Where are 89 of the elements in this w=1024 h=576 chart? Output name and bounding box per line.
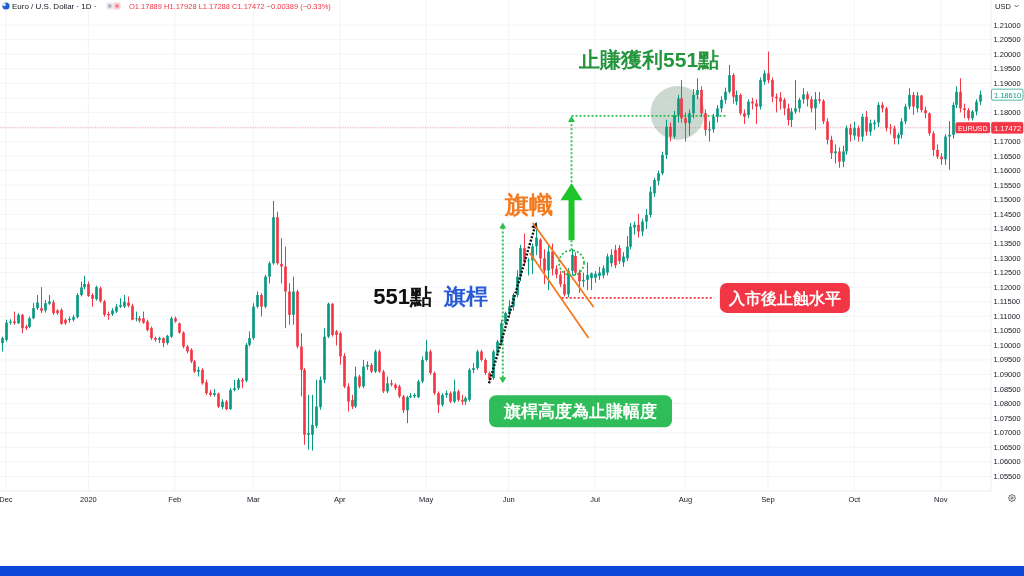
candlestick xyxy=(739,92,742,116)
candlestick xyxy=(822,98,825,125)
candlestick xyxy=(928,111,931,137)
candlestick xyxy=(700,85,703,118)
candlestick xyxy=(645,208,648,230)
annotation: 旗桿高度為止賺幅度 xyxy=(503,401,658,421)
candlestick xyxy=(747,98,750,119)
candlestick xyxy=(728,64,731,94)
candlestick xyxy=(476,349,479,371)
candlestick xyxy=(437,390,440,414)
candlestick xyxy=(374,349,377,374)
candlestick xyxy=(618,244,621,265)
candlestick xyxy=(567,267,570,298)
candlestick xyxy=(292,276,295,326)
candlestick xyxy=(586,261,589,291)
candlestick xyxy=(347,382,350,412)
candlestick xyxy=(362,359,365,389)
candlestick xyxy=(260,292,263,318)
candlestick xyxy=(908,87,911,110)
candlestick xyxy=(794,79,797,115)
candlestick xyxy=(708,120,711,143)
candlestick xyxy=(76,292,79,319)
candlestick xyxy=(861,113,864,143)
candlestick xyxy=(916,91,919,113)
candlestick xyxy=(417,379,420,399)
candlestick xyxy=(944,133,947,166)
candlestick xyxy=(425,339,428,362)
candlestick xyxy=(563,270,566,297)
candlestick xyxy=(673,110,676,140)
candlestick xyxy=(307,394,310,451)
candlestick xyxy=(606,253,609,276)
candlestick xyxy=(429,349,432,376)
candlestick xyxy=(904,103,907,125)
chart-title: Euro / U.S. Dollar · 1D · xyxy=(12,1,97,11)
candlestick xyxy=(406,395,409,424)
candlestick xyxy=(877,101,880,128)
candlestick xyxy=(948,120,951,171)
candlestick xyxy=(755,98,758,125)
annotation: 551點 xyxy=(373,284,433,310)
candlestick xyxy=(21,313,24,334)
candlestick xyxy=(614,244,617,269)
candlestick xyxy=(912,91,915,116)
candlestick xyxy=(830,135,833,160)
candlestick xyxy=(688,109,691,137)
annotation: 旗幟 xyxy=(504,191,554,219)
candlestick xyxy=(421,355,424,384)
candlestick xyxy=(433,371,436,396)
ref-line-label: 入市後止蝕水平 xyxy=(727,289,841,307)
candlestick xyxy=(5,319,8,343)
candlestick xyxy=(574,251,577,276)
candlestick xyxy=(900,117,903,140)
candlestick xyxy=(692,88,695,119)
candlestick xyxy=(932,130,935,157)
candlestick xyxy=(268,261,271,284)
candlestick xyxy=(535,221,538,256)
candlestick xyxy=(767,51,770,84)
candlestick xyxy=(378,349,381,374)
candlestick xyxy=(959,77,962,113)
candlestick xyxy=(696,77,699,100)
candlestick xyxy=(288,282,291,326)
annotation: 旗桿 xyxy=(443,284,489,310)
candlestick xyxy=(551,242,554,276)
candlestick xyxy=(853,121,856,141)
candlestick xyxy=(339,330,342,366)
candlestick xyxy=(814,91,817,131)
ref-line-label: 止賺獲利551點 xyxy=(578,47,720,71)
candlestick xyxy=(170,316,173,339)
candlestick xyxy=(523,233,526,266)
candlestick xyxy=(680,79,683,124)
candlestick xyxy=(539,237,542,268)
candlestick xyxy=(661,151,664,176)
candlestick xyxy=(834,143,837,164)
candlestick xyxy=(578,269,581,294)
candlestick xyxy=(402,394,405,414)
candlestick xyxy=(712,113,715,134)
candlestick xyxy=(453,379,456,404)
candlestick xyxy=(771,76,774,103)
candlestick xyxy=(382,369,385,394)
candlestick xyxy=(571,248,574,276)
candlestick xyxy=(547,244,550,291)
candlestick xyxy=(311,394,314,452)
candlestick xyxy=(790,107,793,128)
candlestick xyxy=(637,213,640,239)
candlestick xyxy=(40,286,43,314)
candlestick xyxy=(527,257,530,276)
candlestick xyxy=(838,146,841,169)
candlestick xyxy=(543,248,546,285)
candlestick xyxy=(229,387,232,411)
candlestick xyxy=(677,94,680,124)
